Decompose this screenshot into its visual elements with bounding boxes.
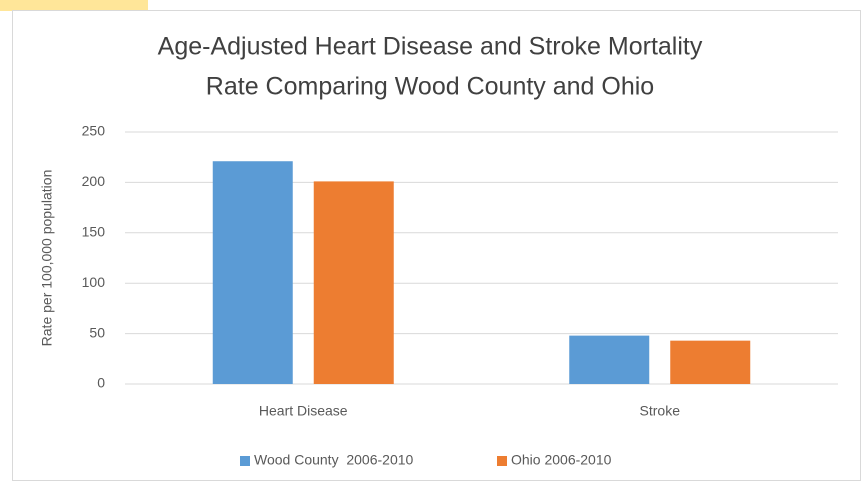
y-tick-label: 50 (89, 324, 105, 340)
chart-title: Age-Adjusted Heart Disease and Stroke Mo… (158, 33, 703, 61)
bar (670, 340, 751, 384)
y-tick-label: 200 (82, 173, 106, 189)
chart-title: Rate Comparing Wood County and Ohio (206, 73, 654, 101)
highlight (0, 0, 148, 11)
y-tick-label: 0 (97, 375, 105, 391)
y-tick-label: 100 (82, 274, 106, 290)
legend-label: Wood County 2006-2010 (254, 452, 414, 468)
legend-swatch (240, 456, 250, 466)
chart-border (12, 10, 861, 481)
bar (569, 335, 650, 384)
x-tick-label: Heart Disease (259, 403, 348, 419)
bar (212, 161, 293, 384)
y-tick-label: 250 (82, 123, 106, 139)
x-tick-label: Stroke (640, 403, 681, 419)
y-tick-label: 150 (82, 224, 106, 240)
y-axis-label: Rate per 100,000 population (39, 170, 55, 347)
bar (313, 181, 394, 384)
legend-swatch (497, 456, 507, 466)
legend-label: Ohio 2006-2010 (511, 452, 612, 468)
